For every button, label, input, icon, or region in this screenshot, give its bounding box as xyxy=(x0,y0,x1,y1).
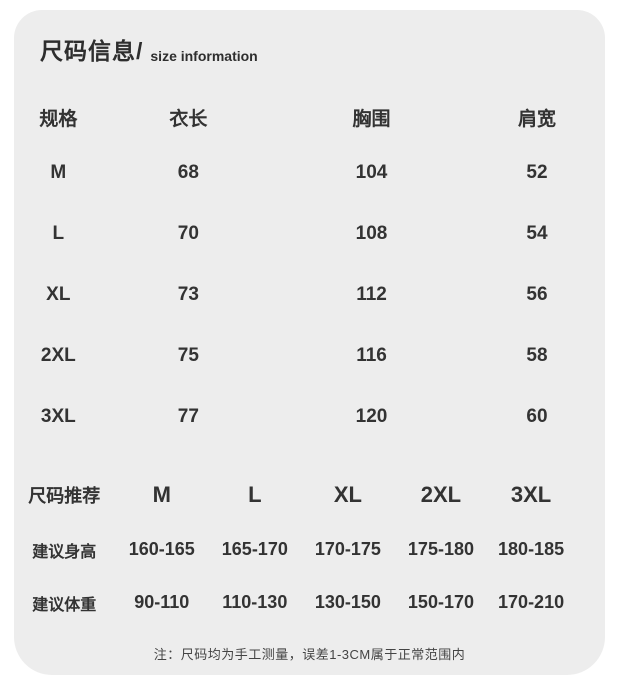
size-info-card: 尺码信息/ size information 规格 衣长 胸围 肩宽 M 68 … xyxy=(14,10,605,675)
height-label: 建议身高 xyxy=(32,543,97,561)
height-range: 180-185 xyxy=(498,539,565,559)
height-range: 160-165 xyxy=(128,539,195,559)
rec-size: 3XL xyxy=(510,482,552,507)
weight-range: 150-170 xyxy=(407,592,474,612)
length-cell: 70 xyxy=(177,222,199,244)
recommended-size-row: 尺码推荐 M L XL 2XL 3XL xyxy=(14,467,605,523)
rec-size: XL xyxy=(333,482,362,507)
shoulder-cell: 60 xyxy=(526,405,548,427)
height-range: 170-175 xyxy=(314,539,381,559)
rec-size: L xyxy=(248,482,262,507)
length-cell: 73 xyxy=(177,283,199,305)
size-cell: 3XL xyxy=(40,405,76,427)
length-cell: 77 xyxy=(177,405,199,427)
table-row-l: L 70 108 54 xyxy=(14,203,605,264)
chest-cell: 108 xyxy=(355,222,388,244)
length-cell: 68 xyxy=(177,161,199,183)
table-row-xl: XL 73 112 56 xyxy=(14,264,605,325)
height-range: 165-170 xyxy=(221,539,288,559)
chest-cell: 120 xyxy=(355,405,388,427)
shoulder-cell: 58 xyxy=(526,344,548,366)
weight-range: 170-210 xyxy=(498,592,565,612)
weight-range: 110-130 xyxy=(222,592,288,612)
column-header-chest: 胸围 xyxy=(352,108,391,130)
chest-cell: 104 xyxy=(355,161,388,183)
size-cell: 2XL xyxy=(40,344,76,366)
title-english: size information xyxy=(150,48,258,64)
weight-label: 建议体重 xyxy=(32,596,97,614)
chest-cell: 116 xyxy=(356,344,387,366)
size-table-header-row: 规格 衣长 胸围 肩宽 xyxy=(14,92,605,142)
measurement-note: 注：尺码均为手工测量，误差1-3CM属于正常范围内 xyxy=(153,647,466,662)
rec-size: M xyxy=(152,482,171,507)
shoulder-cell: 54 xyxy=(526,222,548,244)
page-title: 尺码信息/ size information xyxy=(14,10,605,66)
size-recommendation-table: 尺码推荐 M L XL 2XL 3XL 建议身高 160-165 165-170… xyxy=(14,467,605,629)
shoulder-cell: 56 xyxy=(526,283,548,305)
column-header-shoulder: 肩宽 xyxy=(517,108,556,130)
recommended-weight-row: 建议体重 90-110 110-130 130-150 150-170 170-… xyxy=(14,576,605,629)
weight-range: 130-150 xyxy=(314,592,381,612)
size-cell: XL xyxy=(46,283,71,305)
recommended-height-row: 建议身高 160-165 165-170 170-175 175-180 180… xyxy=(14,523,605,576)
weight-range: 90-110 xyxy=(134,592,190,612)
title-chinese: 尺码信息/ xyxy=(40,38,144,65)
size-cell: L xyxy=(52,222,65,244)
shoulder-cell: 52 xyxy=(526,161,548,183)
column-header-spec: 规格 xyxy=(39,108,78,130)
chest-cell: 112 xyxy=(356,283,387,305)
table-row-3xl: 3XL 77 120 60 xyxy=(14,386,605,447)
height-range: 175-180 xyxy=(407,539,474,559)
size-measurement-table: 规格 衣长 胸围 肩宽 M 68 104 52 L 70 108 54 XL 7… xyxy=(14,92,605,447)
rec-size: 2XL xyxy=(420,482,462,507)
recommend-label: 尺码推荐 xyxy=(28,486,101,506)
length-cell: 75 xyxy=(177,344,199,366)
column-header-length: 衣长 xyxy=(169,108,208,130)
size-cell: M xyxy=(50,161,67,183)
table-row-2xl: 2XL 75 116 58 xyxy=(14,325,605,386)
table-row-m: M 68 104 52 xyxy=(14,142,605,203)
